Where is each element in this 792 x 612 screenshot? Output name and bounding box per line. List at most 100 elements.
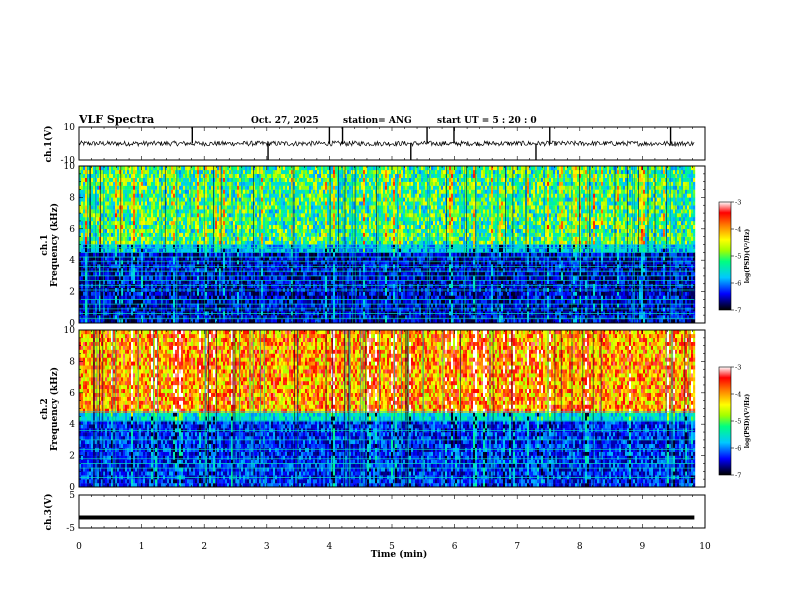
spectrogram-cell xyxy=(239,279,242,284)
spectrogram-cell xyxy=(219,193,222,198)
spectrogram-cell xyxy=(155,189,158,194)
spectrogram-cell xyxy=(157,299,160,304)
spectrogram-cell xyxy=(219,295,222,300)
spectrogram-cell xyxy=(123,169,126,175)
spectrogram-cell xyxy=(149,319,152,324)
spectrogram-cell xyxy=(309,291,312,296)
spectrogram-cell xyxy=(205,256,208,261)
spectrogram-cell xyxy=(179,217,182,222)
spectrogram-cell xyxy=(223,201,226,206)
spectrogram-cell xyxy=(265,236,268,241)
spectrogram-cell xyxy=(161,205,164,210)
spectrogram-cell xyxy=(249,252,252,257)
spectrogram-cell xyxy=(179,193,182,198)
spectrogram-cell xyxy=(217,169,220,175)
spectrogram-cell xyxy=(215,295,218,300)
spectrogram-cell xyxy=(117,205,120,210)
spectrogram-cell xyxy=(191,217,194,222)
spectrogram-cell xyxy=(183,228,186,233)
spectrogram-cell xyxy=(279,181,282,186)
spectrogram-cell xyxy=(223,224,226,230)
spectrogram-cell xyxy=(91,307,94,312)
spectrogram-cell xyxy=(103,189,106,194)
spectrogram-cell xyxy=(165,228,168,233)
spectrogram-cell xyxy=(251,213,254,218)
spectrogram-cell xyxy=(87,303,90,308)
spectrogram-cell xyxy=(251,283,254,288)
spectrogram-cell xyxy=(81,220,84,226)
spectrogram-cell xyxy=(223,319,226,324)
spectrogram-cell xyxy=(281,248,284,253)
spectrogram-cell xyxy=(161,307,164,312)
spectrogram-cell xyxy=(173,252,176,257)
spectrogram-cell xyxy=(303,240,306,245)
spectrogram-cell xyxy=(303,169,306,175)
spectrogram-cell xyxy=(239,197,242,202)
spectrogram-cell xyxy=(157,224,160,230)
spectrogram-cell xyxy=(173,189,176,194)
spectrogram-cell xyxy=(199,275,202,281)
spectrogram-cell xyxy=(145,166,148,171)
spectrogram-cell xyxy=(85,291,88,296)
spectrogram-cell xyxy=(191,240,194,245)
spectrogram-cell xyxy=(125,177,128,182)
spectrogram-cell xyxy=(177,173,180,178)
spectrogram-cell xyxy=(149,224,152,230)
spectrogram-cell xyxy=(125,260,128,265)
spectrogram-cell xyxy=(313,236,316,241)
spectrogram-cell xyxy=(213,240,216,245)
spectrogram-cell xyxy=(199,169,202,175)
spectrogram-cell xyxy=(181,189,184,194)
spectrogram-cell xyxy=(299,181,302,186)
spectrogram-cell xyxy=(275,252,278,257)
spectrogram-cell xyxy=(309,197,312,202)
spectrogram-cell xyxy=(275,224,278,230)
spectrogram-cell xyxy=(145,169,148,175)
spectrogram-cell xyxy=(315,173,318,178)
spectrogram-cell xyxy=(319,244,322,249)
spectrogram-cell xyxy=(133,177,136,182)
spectrogram-cell xyxy=(269,220,272,226)
spectrogram-cell xyxy=(79,236,82,241)
spectrogram-cell xyxy=(183,244,186,249)
spectrogram-cell xyxy=(87,232,90,237)
spectrogram-cell xyxy=(117,201,120,206)
spectrogram-cell xyxy=(255,299,258,304)
spectrogram-cell xyxy=(121,319,124,324)
spectrogram-cell xyxy=(161,236,164,241)
spectrogram-cell xyxy=(169,166,172,171)
spectrogram-cell xyxy=(253,291,256,296)
spectrogram-cell xyxy=(91,240,94,245)
spectrogram-cell xyxy=(311,213,314,218)
spectrogram-cell xyxy=(255,193,258,198)
spectrogram-cell xyxy=(213,169,216,175)
spectrogram-cell xyxy=(149,193,152,198)
spectrogram-cell xyxy=(233,244,236,249)
spectrogram-cell xyxy=(189,197,192,202)
spectrogram-cell xyxy=(315,181,318,186)
spectrogram-cell xyxy=(279,275,282,281)
spectrogram-cell xyxy=(287,181,290,186)
spectrogram-cell xyxy=(109,189,112,194)
spectrogram-cell xyxy=(323,197,326,202)
spectrogram-cell xyxy=(157,201,160,206)
spectrogram-cell xyxy=(125,193,128,198)
spectrogram-cell xyxy=(193,166,196,171)
spectrogram-cell xyxy=(199,205,202,210)
spectrogram-cell xyxy=(319,315,322,320)
spectrogram-cell xyxy=(121,185,124,190)
spectrogram-cell xyxy=(135,248,138,253)
spectrogram-cell xyxy=(321,260,324,265)
spectrogram-cell xyxy=(153,224,156,230)
spectrogram-cell xyxy=(179,197,182,202)
spectrogram-cell xyxy=(267,319,270,324)
spectrogram-cell xyxy=(161,275,164,281)
spectrogram-cell xyxy=(205,307,208,312)
spectrogram-cell xyxy=(105,303,108,308)
spectrogram-cell xyxy=(229,166,232,171)
spectrogram-cell xyxy=(223,236,226,241)
spectrogram-cell xyxy=(223,279,226,284)
spectrogram-cell xyxy=(303,260,306,265)
spectrogram-cell xyxy=(223,185,226,190)
spectrogram-cell xyxy=(111,173,114,178)
